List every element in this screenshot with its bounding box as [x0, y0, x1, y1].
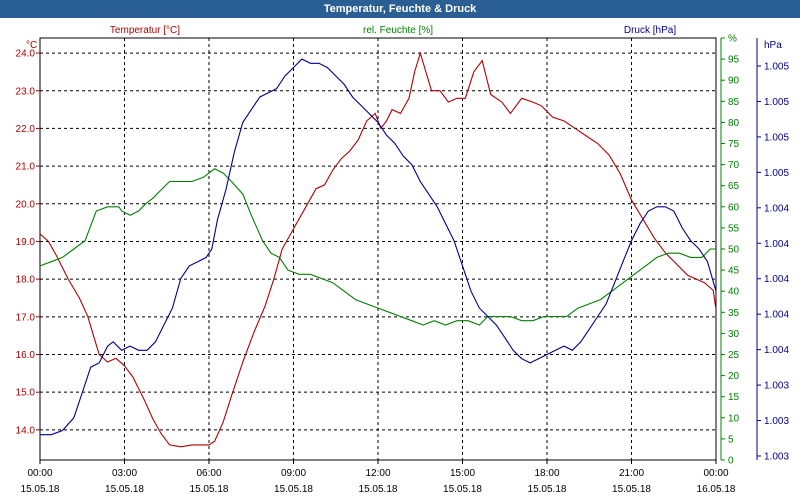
hum-tick-label: 40: [728, 287, 740, 298]
x-tick-time: 00:00: [703, 468, 728, 479]
x-tick-date: 16.05.18: [697, 484, 736, 495]
temp-tick-label: 17.0: [16, 312, 36, 323]
hum-tick-label: 80: [728, 118, 740, 129]
temp-tick-label: 16.0: [16, 350, 36, 361]
hum-tick-label: 35: [728, 308, 740, 319]
x-tick-time: 06:00: [196, 468, 221, 479]
temp-tick-label: 23.0: [16, 86, 36, 97]
hum-tick-label: 45: [728, 266, 740, 277]
hum-tick-label: 55: [728, 223, 740, 234]
press-tick-label: 1.004: [764, 345, 789, 356]
hum-tick-label: 30: [728, 329, 740, 340]
hum-tick-label: 25: [728, 350, 740, 361]
temp-tick-label: 19.0: [16, 237, 36, 248]
press-unit-label: hPa: [764, 40, 782, 51]
hum-tick-label: 90: [728, 76, 740, 87]
hum-tick-label: %: [728, 34, 737, 45]
temp-tick-label: 21.0: [16, 162, 36, 173]
press-axis-title: Druck [hPa]: [624, 25, 676, 36]
axis-labels: 00:00 15.05.18 03:00 15.05.18 06:00 15.05.18 0…: [16, 25, 790, 495]
series-group: [39, 51, 717, 448]
press-tick-label: 1.004: [764, 310, 789, 321]
press-tick-label: 1.005: [764, 97, 789, 108]
temp-tick-label: 20.0: [16, 199, 36, 210]
press-tick-label: 1.005: [764, 62, 789, 73]
axes: [36, 37, 761, 464]
hum-tick-label: 5: [728, 434, 734, 445]
temp-tick-label: 15.0: [16, 388, 36, 399]
x-tick-time: 03:00: [112, 468, 137, 479]
press-tick-label: 1.003: [764, 416, 789, 427]
temp-axis-title: Temperatur [°C]: [110, 25, 180, 36]
x-tick-time: 12:00: [365, 468, 390, 479]
hum-axis-title: rel. Feuchte [%]: [363, 25, 433, 36]
x-tick-date: 15.05.18: [443, 484, 482, 495]
x-tick-date: 15.05.18: [274, 484, 313, 495]
hum-tick-label: 60: [728, 202, 740, 213]
hum-tick-label: 95: [728, 55, 740, 66]
hum-tick-label: 15: [728, 392, 740, 403]
grid: [40, 38, 716, 460]
press-tick-label: 1.003: [764, 381, 789, 392]
press-tick-label: 1.004: [764, 274, 789, 285]
temp-tick-label: 24.0: [16, 49, 36, 60]
x-tick-date: 15.05.18: [528, 484, 567, 495]
press-tick-label: 1.003: [764, 452, 789, 463]
temp-tick-label: 22.0: [16, 124, 36, 135]
temp-unit-label: °C: [26, 40, 37, 51]
press-tick-label: 1.004: [764, 239, 789, 250]
x-tick-time: 21:00: [619, 468, 644, 479]
x-tick-time: 18:00: [534, 468, 559, 479]
series-line-temp: [39, 51, 717, 448]
press-tick-label: 1.004: [764, 203, 789, 214]
x-tick-date: 15.05.18: [359, 484, 398, 495]
press-tick-label: 1.005: [764, 132, 789, 143]
x-tick-time: 00:00: [27, 468, 52, 479]
hum-tick-label: 50: [728, 245, 740, 256]
hum-tick-label: 75: [728, 139, 740, 150]
hum-tick-label: 20: [728, 371, 740, 382]
hum-tick-label: 10: [728, 413, 740, 424]
hum-tick-label: 70: [728, 160, 740, 171]
temp-tick-label: 14.0: [16, 425, 36, 436]
hum-tick-label: 85: [728, 97, 740, 108]
chart-title: Temperatur, Feuchte & Druck: [0, 0, 800, 18]
x-tick-date: 15.05.18: [190, 484, 229, 495]
temp-tick-label: 18.0: [16, 275, 36, 286]
x-tick-time: 09:00: [281, 468, 306, 479]
x-tick-date: 15.05.18: [612, 484, 651, 495]
x-tick-date: 15.05.18: [21, 484, 60, 495]
x-tick-time: 15:00: [450, 468, 475, 479]
series-line-press: [40, 58, 717, 436]
hum-tick-label: 65: [728, 181, 740, 192]
series-line-hum: [39, 168, 716, 326]
press-tick-label: 1.005: [764, 168, 789, 179]
hum-tick-label: 0: [728, 456, 734, 467]
x-tick-date: 15.05.18: [105, 484, 144, 495]
